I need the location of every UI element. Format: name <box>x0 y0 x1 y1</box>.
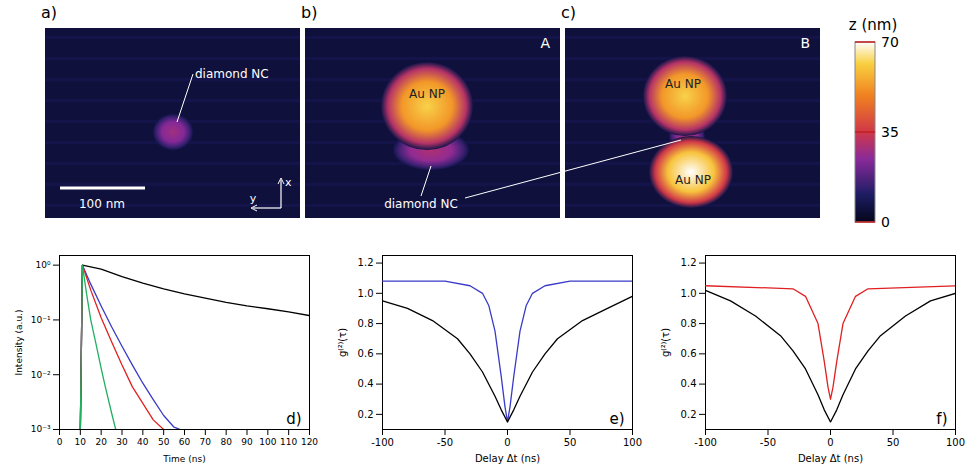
svg-text:0.2: 0.2 <box>358 409 374 420</box>
svg-text:A: A <box>540 35 550 51</box>
svg-text:80: 80 <box>220 437 232 447</box>
svg-text:30: 30 <box>116 437 128 447</box>
svg-text:-100: -100 <box>371 437 394 448</box>
svg-text:70: 70 <box>881 34 899 50</box>
svg-text:1.2: 1.2 <box>681 257 697 268</box>
svg-text:10⁻¹: 10⁻¹ <box>31 315 51 325</box>
svg-text:0: 0 <box>504 437 510 448</box>
svg-text:10⁻²: 10⁻² <box>31 370 51 380</box>
svg-text:Delay Δt (ns): Delay Δt (ns) <box>475 453 540 464</box>
svg-text:100 nm: 100 nm <box>79 197 125 211</box>
svg-text:Au NP: Au NP <box>675 173 711 187</box>
svg-text:35: 35 <box>881 124 899 140</box>
svg-text:110: 110 <box>280 437 297 447</box>
svg-text:-50: -50 <box>437 437 453 448</box>
svg-text:0.2: 0.2 <box>681 409 697 420</box>
svg-text:0: 0 <box>827 437 833 448</box>
svg-text:diamond NC: diamond NC <box>195 67 269 81</box>
svg-text:b): b) <box>301 3 317 22</box>
svg-text:d): d) <box>286 410 301 428</box>
svg-text:Delay Δt (ns): Delay Δt (ns) <box>798 453 863 464</box>
svg-text:100: 100 <box>259 437 276 447</box>
svg-text:1.0: 1.0 <box>681 288 697 299</box>
svg-text:e): e) <box>609 410 624 428</box>
svg-text:100: 100 <box>946 437 965 448</box>
svg-text:50: 50 <box>158 437 170 447</box>
svg-text:0.8: 0.8 <box>681 318 697 329</box>
svg-text:Intensity (a.u.): Intensity (a.u.) <box>14 310 24 376</box>
svg-text:0.6: 0.6 <box>681 348 697 359</box>
svg-text:1.2: 1.2 <box>358 257 374 268</box>
svg-text:0: 0 <box>881 214 890 230</box>
svg-text:f): f) <box>936 410 947 428</box>
svg-text:60: 60 <box>179 437 191 447</box>
svg-text:0.8: 0.8 <box>358 318 374 329</box>
svg-text:y: y <box>250 192 257 205</box>
svg-text:-50: -50 <box>760 437 776 448</box>
svg-text:B: B <box>800 35 810 51</box>
svg-text:Au NP: Au NP <box>665 77 701 91</box>
svg-text:100: 100 <box>623 437 642 448</box>
svg-text:40: 40 <box>137 437 149 447</box>
svg-text:50: 50 <box>564 437 577 448</box>
svg-text:c): c) <box>561 3 576 22</box>
svg-text:90: 90 <box>241 437 253 447</box>
svg-text:diamond NC: diamond NC <box>384 197 458 211</box>
svg-text:0.6: 0.6 <box>358 348 374 359</box>
svg-text:0.4: 0.4 <box>681 378 697 389</box>
svg-text:a): a) <box>41 3 57 22</box>
svg-text:120: 120 <box>301 437 318 447</box>
svg-text:z (nm): z (nm) <box>849 16 897 34</box>
svg-text:g⁽²⁾(τ): g⁽²⁾(τ) <box>337 328 348 357</box>
svg-text:50: 50 <box>887 437 900 448</box>
svg-text:0: 0 <box>57 437 63 447</box>
svg-text:Time (ns): Time (ns) <box>162 454 205 464</box>
svg-text:Au NP: Au NP <box>409 87 445 101</box>
svg-text:70: 70 <box>200 437 212 447</box>
svg-text:-100: -100 <box>694 437 717 448</box>
svg-text:10: 10 <box>75 437 87 447</box>
svg-text:10⁻³: 10⁻³ <box>31 424 51 434</box>
svg-text:10⁰: 10⁰ <box>35 260 50 270</box>
svg-text:1.0: 1.0 <box>358 288 374 299</box>
svg-text:x: x <box>285 176 292 189</box>
svg-text:0.4: 0.4 <box>358 378 374 389</box>
svg-text:g⁽²⁾(τ): g⁽²⁾(τ) <box>660 328 671 357</box>
svg-text:20: 20 <box>95 437 107 447</box>
